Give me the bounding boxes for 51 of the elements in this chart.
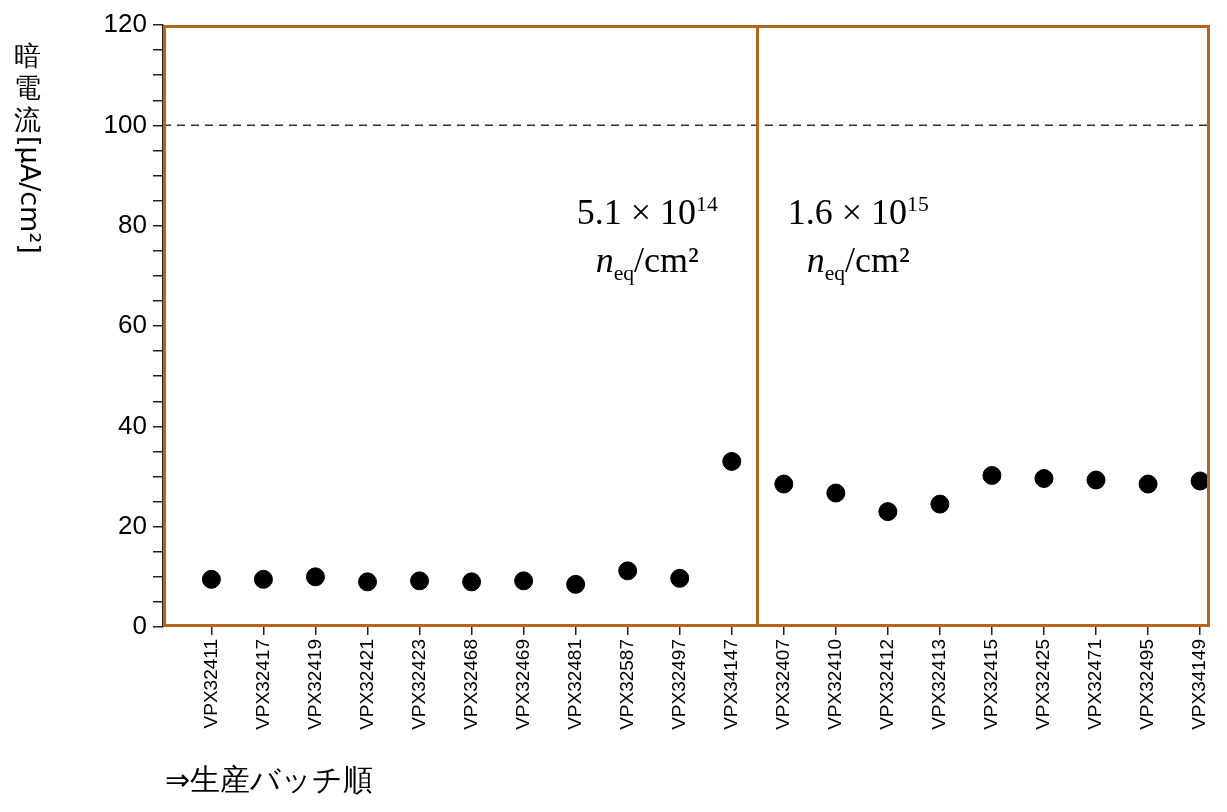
x-tick-label: VPX32415 bbox=[980, 639, 1002, 730]
point bbox=[514, 571, 534, 591]
point bbox=[358, 572, 377, 592]
x-tick-label: VPX32471 bbox=[1084, 639, 1106, 730]
x-tick-label: VPX32497 bbox=[667, 639, 689, 730]
text: 5.1 × 10$^{14}$ n$_{eq}$/cm² bbox=[576, 192, 718, 286]
y-tick-label: 80 bbox=[118, 208, 147, 239]
x-tick-label: VPX32425 bbox=[1032, 639, 1054, 730]
y-tick-label: 40 bbox=[118, 409, 147, 440]
x-tick-label: VPX32413 bbox=[928, 639, 950, 730]
point bbox=[774, 474, 794, 494]
x-tick-label: VPX32410 bbox=[824, 639, 846, 730]
y-tick-label: 60 bbox=[118, 309, 147, 340]
x-tick-label: VPX34149 bbox=[1188, 639, 1210, 730]
point bbox=[305, 567, 325, 587]
x-axis-title: ⇒生産バッチ順 bbox=[165, 761, 374, 799]
x-tick-label: VPX32421 bbox=[355, 639, 377, 730]
point bbox=[878, 502, 898, 522]
y-axis-title: 暗電流[μA/cm²] bbox=[14, 40, 46, 254]
point bbox=[1138, 474, 1158, 494]
x-tick-label: VPX32411 bbox=[199, 639, 221, 729]
point bbox=[462, 572, 482, 592]
x-tick-label: VPX32587 bbox=[615, 639, 637, 730]
point bbox=[930, 494, 950, 514]
x-tick-label: VPX32469 bbox=[511, 639, 533, 730]
x-tick-label: VPX32417 bbox=[251, 639, 273, 730]
point bbox=[1034, 469, 1054, 489]
point bbox=[1086, 470, 1106, 490]
text: 1.6 × 10$^{15}$ n$_{eq}$/cm² bbox=[787, 192, 929, 286]
x-tick-label: VPX32412 bbox=[876, 639, 898, 730]
point bbox=[1190, 471, 1210, 491]
point bbox=[201, 569, 221, 589]
x-tick-label: VPX34147 bbox=[719, 639, 741, 730]
point bbox=[670, 568, 690, 588]
point bbox=[253, 569, 273, 589]
point bbox=[618, 561, 638, 581]
x-tick-label: VPX32481 bbox=[563, 639, 585, 730]
y-tick-label: 120 bbox=[103, 8, 147, 39]
point bbox=[982, 466, 1002, 485]
x-tick-label: VPX32495 bbox=[1136, 639, 1158, 730]
x-tick-label: VPX32468 bbox=[459, 639, 481, 730]
point bbox=[566, 574, 586, 594]
y-tick-label: 20 bbox=[118, 509, 147, 540]
point bbox=[410, 571, 430, 591]
x-tick-label: VPX32407 bbox=[772, 639, 794, 730]
x-tick-label: VPX32419 bbox=[303, 639, 325, 730]
x-tick-label: VPX32423 bbox=[407, 639, 429, 730]
point bbox=[722, 451, 742, 471]
y-tick-label: 100 bbox=[103, 108, 147, 139]
point bbox=[826, 483, 846, 503]
y-tick-label: 0 bbox=[132, 610, 147, 641]
